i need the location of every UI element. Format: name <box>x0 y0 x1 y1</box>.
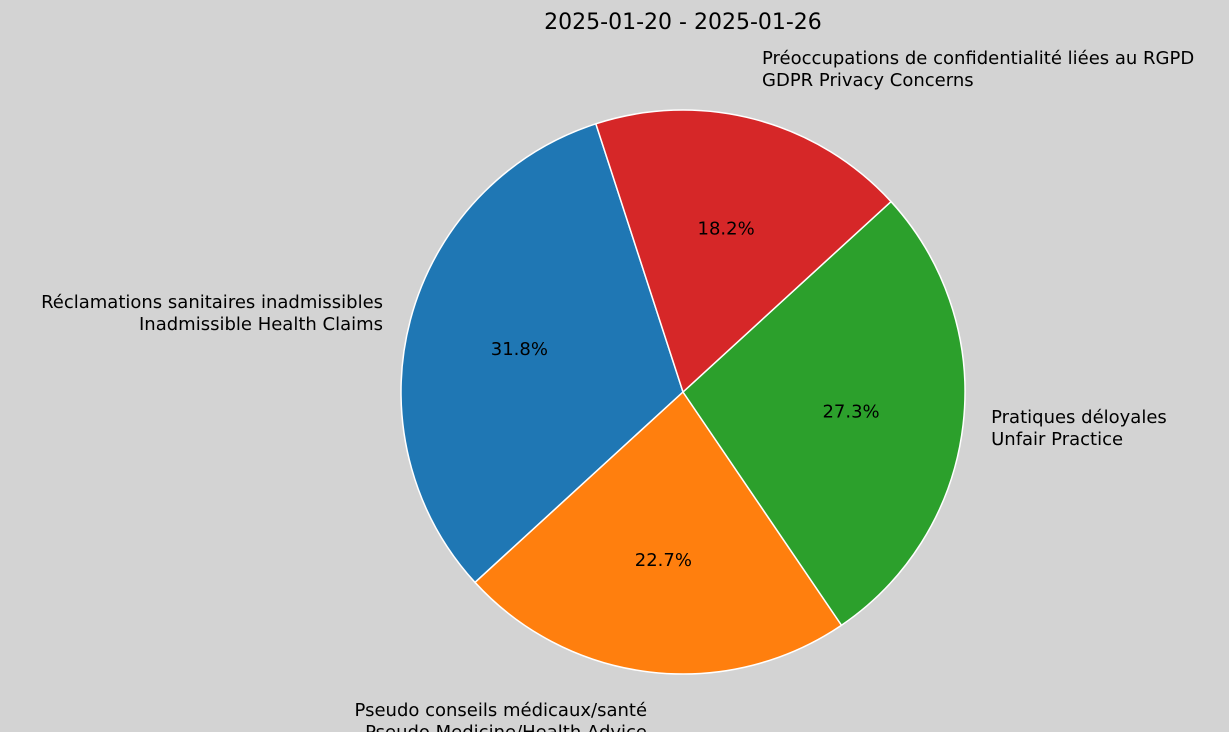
pie-category-label-fr-2: Pratiques déloyales <box>991 407 1167 428</box>
pie-category-label-fr-3: Préoccupations de confidentialité liées … <box>762 48 1194 69</box>
pie-percent-label-2: 27.3% <box>822 402 879 423</box>
pie-slices <box>400 109 966 675</box>
pie-percent-label-1: 22.7% <box>635 550 692 571</box>
pie-category-label-fr-0: Réclamations sanitaires inadmissibles <box>41 292 383 313</box>
pie-slice-2 <box>682 200 966 626</box>
pie-category-labels: Réclamations sanitaires inadmissibles Ina… <box>41 48 1194 732</box>
chart-title: 2025-01-20 - 2025-01-26 <box>544 10 822 35</box>
pie-percent-labels: 31.8% 22.7% 27.3% 18.2% <box>491 218 880 571</box>
pie-slice-3 <box>595 109 892 393</box>
pie-category-label-en-0: Inadmissible Health Claims <box>139 314 383 335</box>
pie-percent-label-0: 31.8% <box>491 339 548 360</box>
pie-slice-0 <box>400 123 684 584</box>
pie-category-label-en-2: Unfair Practice <box>991 429 1123 450</box>
pie-percent-label-3: 18.2% <box>698 218 755 239</box>
pie-category-label-2: Pratiques déloyales Unfair Practice <box>991 407 1167 450</box>
pie-category-label-fr-1: Pseudo conseils médicaux/santé <box>355 700 647 721</box>
pie-slice-1 <box>474 391 843 675</box>
pie-category-label-en-3: GDPR Privacy Concerns <box>762 70 974 91</box>
pie-category-label-1: Pseudo conseils médicaux/santéPseudo Med… <box>355 700 647 732</box>
pie-category-label-0: Réclamations sanitaires inadmissibles Ina… <box>41 292 383 335</box>
pie-category-label-3: Préoccupations de confidentialité liées … <box>762 48 1194 91</box>
pie-category-label-en-1: Pseudo Medicine/Health Advice <box>365 722 647 732</box>
